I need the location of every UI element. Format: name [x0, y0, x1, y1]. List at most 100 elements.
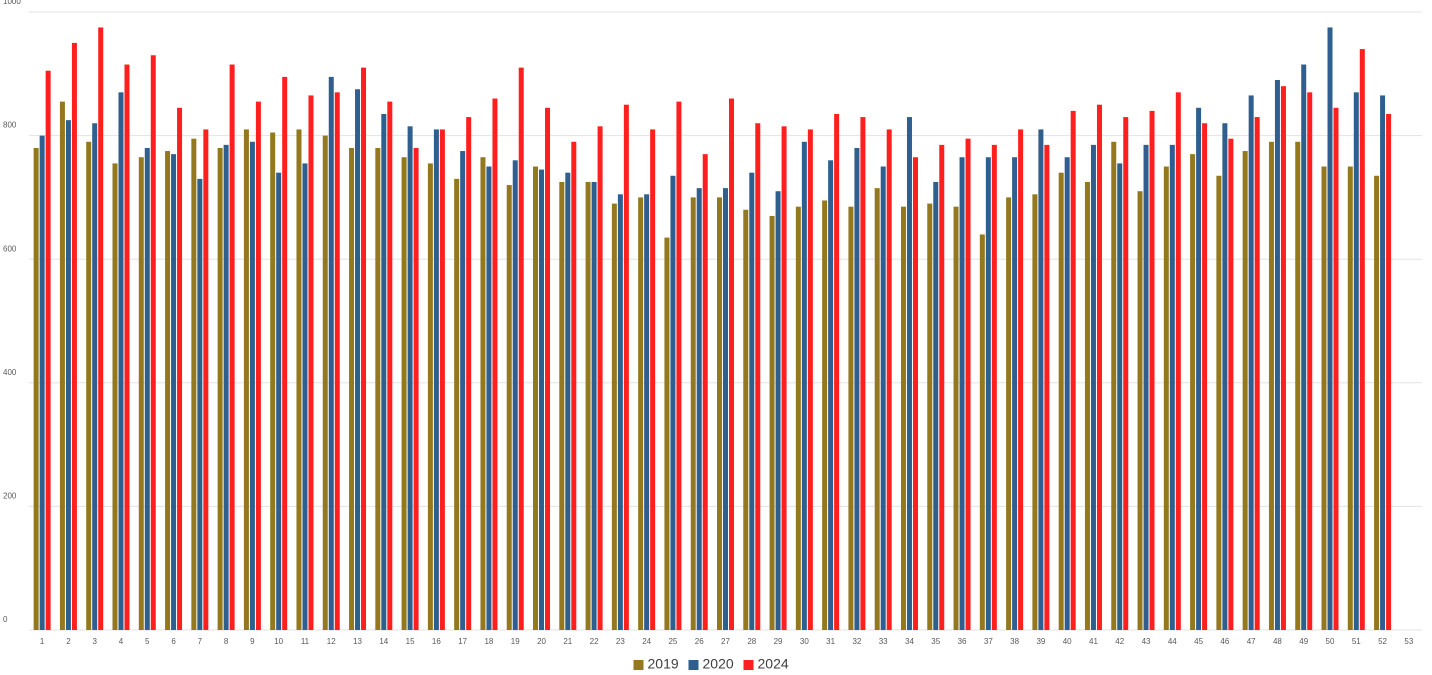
bar	[39, 135, 45, 630]
y-tick-label: 400	[3, 368, 17, 377]
bar	[533, 166, 539, 630]
x-tick-label: 17	[458, 637, 467, 646]
bar	[781, 126, 787, 630]
bar	[807, 129, 813, 631]
bar	[985, 157, 991, 631]
bar	[33, 147, 39, 630]
bar	[92, 123, 98, 631]
bar	[1018, 129, 1024, 631]
bar	[138, 157, 144, 631]
bar	[1353, 92, 1359, 631]
bar	[1111, 141, 1117, 630]
bar	[171, 154, 177, 630]
bar	[223, 144, 229, 630]
y-tick-label: 200	[3, 492, 17, 501]
x-tick-label: 31	[826, 637, 835, 646]
bar	[1190, 154, 1196, 630]
bar	[191, 138, 197, 630]
bar	[644, 194, 650, 630]
bar	[1254, 117, 1260, 630]
bar	[743, 209, 749, 630]
bar	[334, 92, 340, 631]
bar	[1143, 144, 1149, 630]
bar	[1307, 92, 1313, 631]
bar	[460, 151, 466, 631]
bar	[480, 157, 486, 631]
x-tick-label: 49	[1299, 637, 1308, 646]
bar	[545, 107, 551, 631]
bar	[723, 188, 728, 630]
bar	[282, 76, 288, 630]
x-tick-label: 50	[1326, 637, 1335, 646]
bar	[217, 147, 223, 630]
bar	[1374, 175, 1380, 630]
x-tick-label: 26	[695, 637, 704, 646]
bar	[886, 129, 892, 631]
x-tick-label: 25	[668, 637, 677, 646]
bar	[834, 113, 840, 631]
bar	[71, 42, 77, 630]
bar	[702, 154, 708, 630]
bar	[427, 163, 433, 630]
legend-label: 2019	[648, 656, 679, 672]
x-tick-label: 52	[1378, 637, 1387, 646]
bar	[124, 64, 130, 630]
bar	[611, 203, 617, 630]
bar	[1228, 138, 1234, 630]
bar	[1359, 49, 1365, 630]
legend-swatch	[743, 660, 754, 670]
bar	[1321, 166, 1327, 630]
bar	[1137, 191, 1143, 630]
x-tick-label: 41	[1089, 637, 1098, 646]
x-tick-label: 13	[353, 637, 362, 646]
x-tick-label: 35	[931, 637, 940, 646]
x-tick-label: 53	[1404, 637, 1413, 646]
x-tick-label: 29	[774, 637, 783, 646]
bar	[1222, 123, 1228, 631]
y-tick-label: 1000	[3, 0, 21, 6]
bar	[59, 101, 65, 631]
bar	[775, 191, 781, 630]
x-tick-label: 19	[511, 637, 520, 646]
x-tick-label: 7	[198, 637, 203, 646]
bar	[328, 76, 334, 630]
bar	[860, 117, 866, 630]
bar	[571, 141, 577, 630]
bar	[375, 147, 381, 630]
x-tick-label: 15	[406, 637, 415, 646]
bar	[65, 120, 71, 631]
bar	[1038, 129, 1044, 631]
bar	[749, 172, 755, 630]
bar	[361, 67, 367, 631]
bar	[729, 98, 734, 630]
bar	[506, 185, 512, 631]
x-tick-label: 51	[1352, 637, 1361, 646]
x-tick-label: 47	[1247, 637, 1256, 646]
bar	[1123, 117, 1129, 630]
bar	[755, 123, 761, 631]
x-tick-label: 11	[301, 637, 310, 646]
bar	[591, 181, 597, 630]
bar	[676, 101, 682, 631]
bar	[322, 135, 328, 630]
bar	[1327, 27, 1333, 630]
bar	[45, 70, 51, 630]
bar	[433, 129, 439, 631]
bar	[617, 194, 623, 630]
bar	[1175, 92, 1181, 631]
x-tick-label: 28	[747, 637, 756, 646]
bar	[243, 129, 249, 631]
bar	[150, 55, 156, 630]
bar	[650, 129, 656, 631]
bar	[387, 101, 393, 631]
bar	[439, 129, 445, 631]
bar	[638, 197, 644, 630]
bar	[197, 178, 203, 631]
bar	[848, 206, 854, 631]
x-tick-label: 5	[145, 637, 150, 646]
x-tick-label: 8	[224, 637, 229, 646]
bar	[979, 234, 985, 631]
bar	[492, 98, 498, 630]
bar	[939, 144, 945, 630]
